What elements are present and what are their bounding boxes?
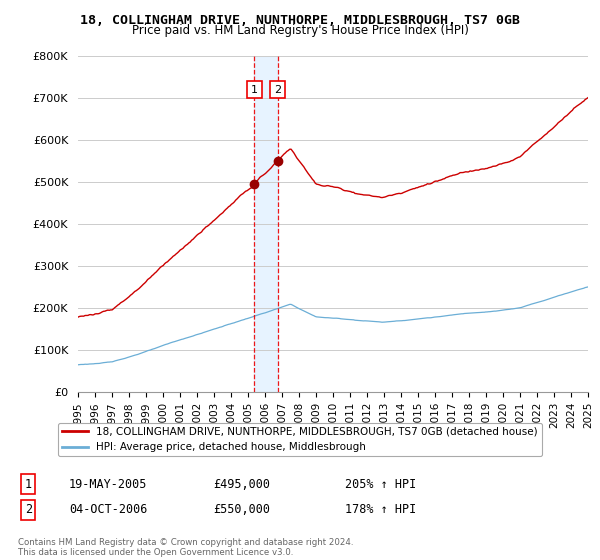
Text: £550,000: £550,000 bbox=[213, 503, 270, 516]
Bar bbox=[254, 56, 278, 392]
Text: 2: 2 bbox=[274, 85, 281, 95]
Text: Contains HM Land Registry data © Crown copyright and database right 2024.
This d: Contains HM Land Registry data © Crown c… bbox=[18, 538, 353, 557]
Text: 2: 2 bbox=[25, 503, 32, 516]
Text: 19-MAY-2005: 19-MAY-2005 bbox=[69, 478, 148, 491]
Text: 178% ↑ HPI: 178% ↑ HPI bbox=[345, 503, 416, 516]
Text: 1: 1 bbox=[251, 85, 258, 95]
Text: 18, COLLINGHAM DRIVE, NUNTHORPE, MIDDLESBROUGH, TS7 0GB: 18, COLLINGHAM DRIVE, NUNTHORPE, MIDDLES… bbox=[80, 14, 520, 27]
Text: Price paid vs. HM Land Registry's House Price Index (HPI): Price paid vs. HM Land Registry's House … bbox=[131, 24, 469, 37]
Text: 205% ↑ HPI: 205% ↑ HPI bbox=[345, 478, 416, 491]
Text: £495,000: £495,000 bbox=[213, 478, 270, 491]
Text: 1: 1 bbox=[25, 478, 32, 491]
Legend: 18, COLLINGHAM DRIVE, NUNTHORPE, MIDDLESBROUGH, TS7 0GB (detached house), HPI: A: 18, COLLINGHAM DRIVE, NUNTHORPE, MIDDLES… bbox=[58, 423, 542, 456]
Text: 04-OCT-2006: 04-OCT-2006 bbox=[69, 503, 148, 516]
